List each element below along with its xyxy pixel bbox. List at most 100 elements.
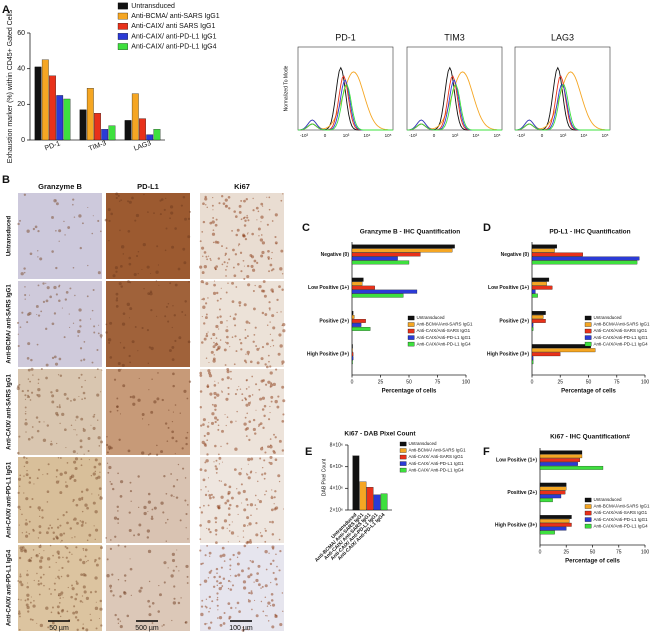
ihc-texture — [218, 616, 223, 620]
ihc-texture — [37, 537, 40, 539]
ihc-texture — [96, 349, 99, 352]
legend-swatch — [399, 467, 407, 473]
bar — [49, 75, 56, 141]
ihc-texture — [281, 385, 285, 389]
ihc-texture — [43, 421, 45, 423]
ihc-texture — [246, 264, 250, 268]
ihc-texture — [75, 593, 78, 596]
ihc-texture — [80, 417, 84, 421]
ihc-texture — [234, 574, 238, 578]
ihc-texture — [73, 398, 76, 402]
ihc-texture — [207, 504, 210, 507]
legend-swatch — [584, 497, 592, 503]
ihc-texture — [137, 251, 140, 253]
ihc-texture — [81, 398, 83, 401]
ihc-texture — [253, 333, 256, 336]
ihc-texture — [133, 272, 137, 277]
ihc-texture — [93, 413, 96, 416]
bar — [351, 319, 366, 323]
bar — [531, 277, 550, 282]
ihc-texture — [119, 229, 121, 232]
bar — [539, 465, 604, 470]
ihc-texture — [76, 618, 80, 622]
ihc-texture — [96, 393, 100, 397]
ihc-texture — [271, 520, 274, 524]
ihc-texture — [214, 444, 217, 448]
ihc-image — [18, 457, 102, 543]
ihc-texture — [255, 578, 259, 583]
ihc-texture — [49, 295, 52, 299]
ihc-texture — [199, 468, 203, 472]
ihc-texture — [21, 546, 25, 549]
ihc-texture — [214, 465, 217, 468]
legend-label: Anti-CAIX/Anti-PD-L1 IgG1 — [594, 517, 649, 522]
ihc-texture — [250, 264, 254, 268]
ihc-texture — [41, 509, 44, 512]
ihc-texture — [30, 391, 34, 394]
ihc-texture — [94, 458, 98, 462]
ihc-texture — [252, 268, 256, 272]
ihc-texture — [205, 255, 208, 258]
ihc-texture — [223, 560, 226, 562]
ihc-texture — [69, 527, 73, 530]
ihc-texture — [227, 392, 230, 396]
ihc-texture — [24, 298, 26, 300]
ihc-texture — [24, 286, 26, 288]
ihc-texture — [233, 274, 237, 278]
ihc-texture — [171, 436, 175, 440]
ihc-texture — [237, 263, 240, 266]
ihc-texture — [279, 267, 283, 271]
ihc-texture — [265, 568, 268, 571]
bar — [108, 125, 116, 141]
ihc-texture — [231, 281, 235, 285]
ihc-texture — [58, 299, 61, 303]
ihc-texture — [23, 267, 26, 270]
ihc-texture — [170, 473, 173, 475]
ihc-texture — [83, 397, 86, 400]
ihc-texture — [202, 297, 205, 301]
ihc-texture — [37, 388, 41, 392]
ihc-texture — [269, 309, 271, 311]
legend-swatch — [117, 22, 128, 30]
ihc-texture — [186, 582, 189, 584]
ihc-texture — [100, 440, 103, 444]
ihc-texture — [45, 606, 49, 610]
ihc-texture — [84, 503, 88, 507]
ihc-texture — [220, 495, 224, 499]
ihc-texture — [172, 372, 175, 376]
ihc-texture — [32, 374, 34, 376]
ihc-texture — [72, 498, 75, 502]
ihc-texture — [207, 528, 211, 531]
ihc-texture — [226, 326, 228, 328]
ihc-texture — [254, 504, 257, 506]
legend-label: Anti-CAIX/Anti-PD-L1 IgG4 — [594, 341, 649, 346]
ihc-texture — [212, 345, 216, 349]
ihc-texture — [174, 404, 177, 406]
ihc-texture — [98, 324, 100, 326]
ihc-texture — [223, 261, 226, 264]
ihc-texture — [45, 363, 49, 367]
ihc-texture — [266, 196, 268, 198]
ihc-texture — [32, 529, 35, 532]
ihc-texture — [19, 615, 21, 618]
ihc-texture — [262, 426, 265, 429]
ihc-texture — [57, 611, 60, 614]
bar — [351, 285, 375, 290]
ihc-texture — [177, 463, 180, 466]
ihc-texture — [278, 285, 281, 289]
ihc-texture — [205, 334, 209, 338]
ihc-texture — [171, 326, 173, 329]
ihc-texture — [38, 420, 41, 423]
ihc-texture — [59, 597, 62, 599]
ihc-texture — [128, 511, 131, 514]
ihc-texture — [58, 405, 61, 409]
ihc-texture — [257, 546, 259, 549]
ihc-texture — [216, 299, 219, 302]
ihc-texture — [252, 340, 255, 343]
ihc-texture — [216, 604, 219, 607]
bar — [531, 244, 557, 249]
ihc-texture — [247, 628, 250, 631]
x-tick-label: 25 — [557, 379, 563, 385]
ihc-texture — [29, 618, 32, 621]
ihc-texture — [53, 582, 56, 585]
